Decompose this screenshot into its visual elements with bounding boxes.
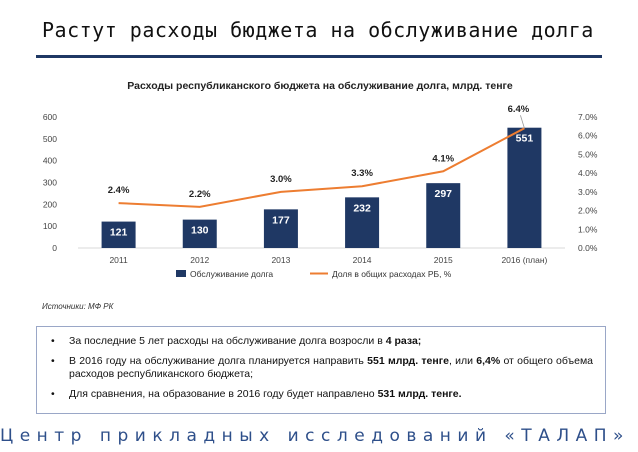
y-right-tick-label: 1.0% <box>578 224 598 234</box>
line-value-label: 3.0% <box>270 174 292 185</box>
chart-title: Расходы республиканского бюджета на обсл… <box>127 80 513 92</box>
bar-debt-service <box>263 209 298 248</box>
y-left-tick-label: 300 <box>43 178 57 188</box>
y-right-tick-label: 2.0% <box>578 206 598 216</box>
line-value-label: 2.2% <box>189 189 211 200</box>
key-point-item: В 2016 году на обслуживание долга планир… <box>49 355 593 381</box>
footer-brand: Центр прикладных исследований «ТАЛАП» <box>0 426 630 446</box>
bar-value-label: 232 <box>353 202 371 214</box>
bar-debt-service <box>182 219 217 248</box>
key-point-emphasis: 6,4% <box>476 355 501 367</box>
x-tick-label: 2014 <box>353 255 372 265</box>
key-point-emphasis: 4 раза; <box>385 335 422 347</box>
key-points-box: За последние 5 лет расходы на обслуживан… <box>36 326 606 414</box>
key-point-text: , или <box>448 355 477 367</box>
slide-title: Растут расходы бюджета на обслуживание д… <box>42 18 594 42</box>
line-share-of-budget <box>118 127 525 208</box>
legend-line-label: Доля в общих расходах РБ, % <box>332 269 452 279</box>
x-tick-label: 2016 (план) <box>501 255 547 265</box>
x-tick-label: 2013 <box>271 255 290 265</box>
title-divider <box>36 55 602 58</box>
x-tick-label: 2011 <box>109 255 128 265</box>
y-right-tick-label: 0.0% <box>578 243 598 253</box>
y-right-tick-label: 5.0% <box>578 149 598 159</box>
legend-bar-swatch <box>176 270 186 277</box>
key-point-emphasis: 531 млрд. тенге. <box>377 388 462 400</box>
y-right-tick-label: 3.0% <box>578 187 598 197</box>
bar-value-label: 177 <box>272 214 290 226</box>
source-note: Источники: МФ РК <box>42 302 114 311</box>
y-right-tick-label: 6.0% <box>578 131 598 141</box>
chart-canvas: 0 100 200 300 400 500 600 0.0% 1.0% 2.0% 3.0% 4.0% 5… <box>43 104 598 279</box>
y-left-tick-label: 100 <box>43 221 57 231</box>
y-left-tick-label: 200 <box>43 199 57 209</box>
y-left-tick-label: 0 <box>52 243 57 253</box>
line-value-label: 3.3% <box>351 168 373 179</box>
key-point-text: За последние 5 лет расходы на обслуживан… <box>69 335 386 347</box>
line-value-label: 2.4% <box>108 185 130 196</box>
bar-debt-service <box>345 197 380 248</box>
y-left-tick-label: 500 <box>43 134 57 144</box>
y-left-tick-label: 600 <box>43 112 57 122</box>
bar-debt-service <box>507 127 542 248</box>
x-tick-label: 2012 <box>190 255 209 265</box>
key-point-item: За последние 5 лет расходы на обслуживан… <box>49 335 593 348</box>
bar-value-label: 297 <box>434 188 452 200</box>
key-point-item: Для сравнения, на образование в 2016 год… <box>49 388 593 401</box>
bar-debt-service <box>426 183 461 248</box>
line-value-label: 6.4% <box>508 104 530 115</box>
key-point-text: В 2016 году на обслуживание долга планир… <box>69 355 368 367</box>
y-right-tick-label: 4.0% <box>578 168 598 178</box>
key-point-text: от общего объема расходов республиканско… <box>69 355 594 380</box>
y-right-tick-label: 7.0% <box>578 112 598 122</box>
bar-debt-service <box>101 221 136 248</box>
debt-service-chart: 0 100 200 300 400 500 600 0.0% 1.0% 2.0% 3.0% 4.0% 5… <box>0 70 638 295</box>
y-left-tick-label: 400 <box>43 156 57 166</box>
line-label-leader <box>520 115 525 129</box>
line-value-label: 4.1% <box>432 153 454 164</box>
bar-value-label: 121 <box>110 227 128 239</box>
x-tick-label: 2015 <box>434 255 453 265</box>
key-point-text: Для сравнения, на образование в 2016 год… <box>69 388 378 400</box>
key-points-list: За последние 5 лет расходы на обслуживан… <box>37 327 605 401</box>
legend-bar-label: Обслуживание долга <box>190 269 273 279</box>
key-point-emphasis: 551 млрд. тенге <box>367 355 449 367</box>
bar-value-label: 551 <box>516 133 534 145</box>
bar-value-label: 130 <box>191 225 209 237</box>
